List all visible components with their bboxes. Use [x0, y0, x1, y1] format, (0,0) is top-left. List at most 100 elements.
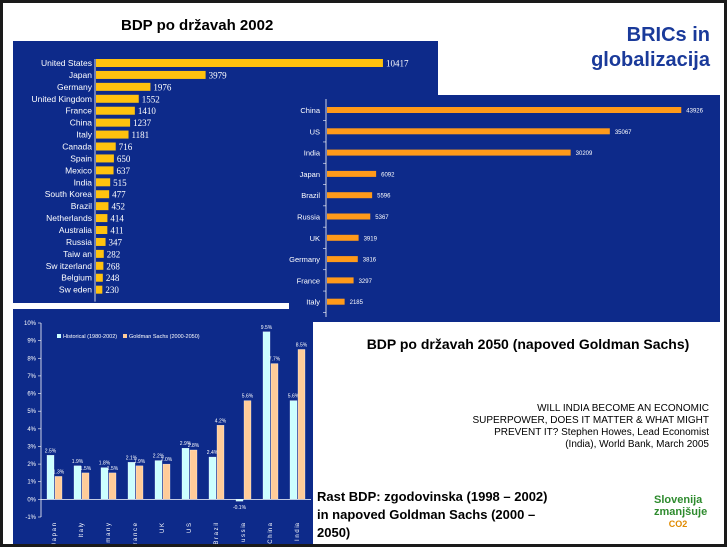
gdp-2002-value-label: 411: [110, 226, 123, 236]
growth-value-label: 2.0%: [161, 457, 173, 463]
gdp-2050-category-label: Japan: [300, 170, 320, 179]
gdp-2002-value-label: 268: [106, 261, 120, 271]
credit-line: PREVENT IT? Stephen Howes, Lead Economis…: [494, 427, 709, 438]
growth-historical-bar: [46, 455, 55, 500]
gdp-2002-category-label: Sw eden: [59, 285, 92, 295]
growth-caption: Rast BDP: zgodovinska (1998 – 2002) in n…: [317, 489, 548, 540]
growth-historical-bar: [100, 467, 109, 500]
logo-line2: zmanjšuje: [654, 506, 708, 518]
growth-value-label: 1.8%: [99, 461, 111, 467]
gdp-2002-category-label: United States: [41, 58, 92, 68]
growth-x-tick-label: B r a z il: [214, 523, 220, 544]
growth-chart: -1% 0% 1% 2% 3% 4% 5% 6% 7% 8% 9% 10% 2.5% 1.3% J a p …: [24, 321, 311, 544]
growth-value-label: 1.5%: [107, 466, 119, 472]
growth-value-label: 5.6%: [242, 394, 254, 400]
gdp-2002-bar: [96, 202, 109, 211]
gdp-2002-chart: United States 10417 Japan 3979 Germany 1976 Un…: [32, 58, 409, 302]
gdp-2002-value-label: 1410: [138, 106, 157, 116]
gdp-2002-category-label: India: [74, 177, 93, 187]
credit-line: SUPERPOWER, DOES IT MATTER & WHAT MIGHT: [472, 415, 710, 426]
gdp-2002-category-label: Brazil: [71, 201, 92, 211]
gdp-2050-bar: [327, 128, 610, 135]
gdp-2050-title: BDP po državah 2050 (napoved Goldman Sac…: [366, 336, 690, 352]
gdp-2002-value-label: 477: [112, 190, 126, 200]
gdp-2050-value-label: 5367: [375, 215, 389, 221]
gdp-2002-bar: [96, 106, 135, 115]
gdp-2002-category-label: France: [66, 106, 93, 116]
gdp-2050-chart: China 43926 US 35067 India 30209 Japan 6092 Braz…: [289, 99, 704, 317]
gdp-2002-value-label: 3979: [209, 70, 228, 80]
growth-historical-bar: [208, 456, 217, 500]
gdp-2050-category-label: Italy: [306, 298, 320, 307]
gdp-2002-bar: [96, 70, 206, 79]
growth-y-tick-label: 5%: [27, 409, 36, 415]
growth-y-tick-label: 1%: [27, 480, 36, 486]
gdp-2002-value-label: 1976: [153, 82, 172, 92]
growth-y-tick-label: 9%: [27, 339, 36, 345]
gdp-2002-bar: [96, 261, 104, 270]
legend-goldman-swatch: [123, 334, 127, 338]
growth-goldman-bar: [135, 465, 144, 500]
gdp-2050-category-label: China: [300, 106, 320, 115]
gdp-2050-bar: [327, 298, 345, 305]
gdp-2002-category-label: Japan: [69, 70, 92, 80]
growth-goldman-bar: [108, 472, 117, 500]
gdp-2002-category-label: Italy: [76, 130, 92, 140]
gdp-2002-value-label: 1237: [133, 118, 152, 128]
growth-y-tick-label: -1%: [25, 515, 36, 521]
gdp-2050-bar: [327, 234, 359, 241]
gdp-2050-bar: [327, 213, 371, 220]
gdp-2050-category-label: India: [304, 149, 321, 158]
gdp-2050-category-label: France: [297, 276, 320, 285]
gdp-2002-value-label: 414: [110, 214, 124, 224]
gdp-2002-title: BDP po državah 2002: [121, 17, 274, 34]
growth-goldman-bar: [81, 472, 90, 500]
gdp-2002-value-label: 515: [113, 178, 127, 188]
gdp-2002-bar: [96, 94, 139, 103]
growth-historical-bar: [235, 499, 244, 502]
gdp-2050-category-label: US: [310, 127, 320, 136]
gdp-2050-bar: [327, 170, 377, 177]
growth-value-label: 2.4%: [207, 450, 219, 456]
gdp-2002-bar: [96, 82, 151, 91]
gdp-2002-category-label: United Kingdom: [32, 94, 92, 104]
gdp-2002-bar: [96, 118, 131, 127]
gdp-2002-bar: [96, 214, 108, 223]
gdp-2002-category-label: Netherlands: [46, 213, 92, 223]
gdp-2002-value-label: 1181: [132, 130, 150, 140]
growth-value-label: 2.2%: [153, 454, 165, 460]
growth-y-tick-label: 3%: [27, 444, 36, 450]
gdp-2050-value-label: 5596: [377, 194, 391, 200]
growth-goldman-bar: [54, 476, 63, 500]
growth-x-tick-label: U K: [160, 523, 166, 533]
growth-x-tick-label: R u s s ia: [241, 522, 247, 544]
gdp-2050-value-label: 3816: [363, 258, 377, 264]
gdp-2002-category-label: Sw itzerland: [46, 261, 93, 271]
gdp-2002-value-label: 452: [111, 202, 125, 212]
source-credit: WILL INDIA BECOME AN ECONOMIC SUPERPOWER…: [403, 403, 710, 451]
growth-historical-bar: [289, 400, 298, 500]
growth-goldman-bar: [243, 400, 252, 500]
legend-goldman-label: Goldman Sachs (2000-2050): [129, 334, 200, 340]
gdp-2002-category-label: Germany: [57, 82, 93, 92]
gdp-2002-value-label: 650: [117, 154, 131, 164]
gdp-2002-bar: [96, 178, 111, 187]
growth-value-label: 2.9%: [180, 441, 192, 447]
legend-historical-label: Historical (1980-2002): [63, 334, 117, 340]
growth-x-tick-label: F r a n c e: [133, 522, 139, 544]
gdp-2002-bar: [96, 190, 110, 199]
gdp-2050-bar: [327, 256, 358, 263]
gdp-2050-category-label: Brazil: [301, 191, 320, 200]
growth-value-label: 2.1%: [126, 455, 138, 461]
gdp-2002-bar: [96, 166, 114, 175]
growth-value-label: 4.2%: [215, 418, 227, 424]
gdp-2050-value-label: 3297: [359, 279, 373, 285]
credit-line: (India), World Bank, March 2005: [565, 439, 709, 450]
growth-value-label: 1.9%: [72, 459, 84, 465]
growth-historical-bar: [262, 331, 271, 500]
gdp-2002-category-label: Spain: [70, 153, 92, 163]
growth-x-tick-label: G e r m a n y: [106, 523, 112, 544]
growth-goldman-bar: [162, 463, 171, 500]
growth-historical-bar: [73, 465, 82, 500]
